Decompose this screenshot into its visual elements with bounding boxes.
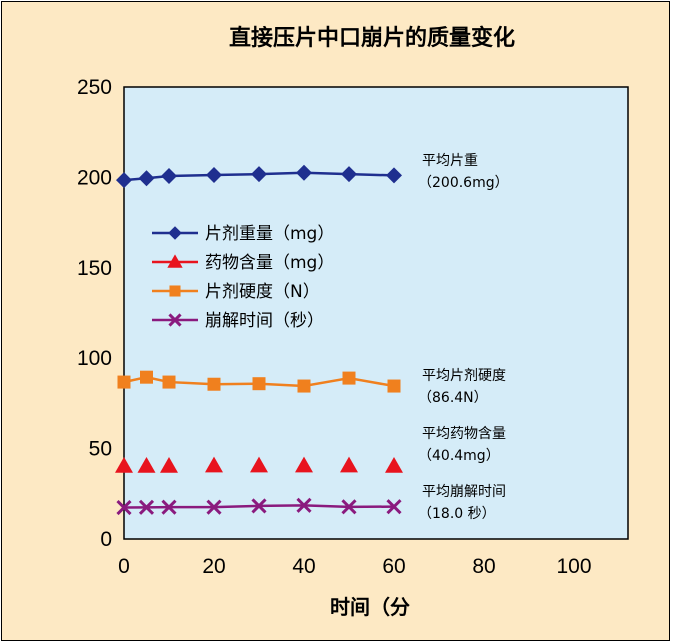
data-point	[137, 456, 156, 473]
y-tick-label: 100	[77, 347, 112, 370]
y-tick-label: 250	[77, 76, 112, 99]
x-tick-label: 100	[556, 555, 591, 578]
x-axis-ticks: 0 20 40 60 80 100	[118, 555, 591, 578]
data-point	[168, 313, 182, 327]
data-point	[162, 375, 176, 389]
legend-label: 片剂硬度（N）	[205, 282, 320, 302]
legend-item: 药物含量（mg）	[152, 253, 334, 273]
data-point	[252, 377, 266, 391]
data-point	[251, 498, 267, 514]
legend-label: 药物含量（mg）	[205, 253, 334, 273]
data-point	[138, 170, 155, 187]
x-tick-label: 40	[292, 555, 315, 578]
y-axis-ticks: 0 50 100 150 200 250	[77, 76, 112, 551]
data-point	[207, 377, 221, 391]
annotation-line: 平均崩解时间	[422, 484, 506, 500]
data-point	[168, 226, 182, 240]
data-point	[342, 371, 356, 385]
legend-item: 片剂硬度（N）	[152, 282, 320, 302]
data-point	[295, 456, 313, 473]
plot-area	[123, 86, 629, 540]
data-point	[205, 456, 223, 473]
y-tick-label: 150	[77, 257, 112, 280]
legend-label: 片剂重量（mg）	[205, 224, 334, 244]
legend: 片剂重量（mg） 药物含量（mg） 片剂硬度（N） 崩解时间（秒）	[152, 224, 334, 331]
annotation: 平均药物含量 （40.4mg）	[418, 426, 506, 464]
annotation-line: （18.0 秒）	[418, 506, 496, 522]
data-point	[116, 499, 132, 516]
annotation-line: （200.6mg）	[418, 175, 509, 191]
data-point	[296, 164, 312, 181]
series-3	[116, 497, 402, 516]
annotation-line: 平均片剂硬度	[422, 368, 506, 384]
data-point	[340, 456, 358, 473]
data-point	[117, 375, 131, 389]
data-point	[160, 456, 178, 473]
x-tick-label: 60	[382, 555, 405, 578]
data-point	[296, 497, 312, 513]
data-point	[116, 172, 132, 189]
data-point	[341, 499, 357, 515]
data-point	[169, 285, 181, 297]
annotation: 平均片重 （200.6mg）	[418, 153, 509, 191]
data-point	[206, 499, 222, 515]
annotation-line: 平均药物含量	[422, 426, 506, 442]
data-point	[387, 379, 401, 393]
annotation-line: （40.4mg）	[418, 448, 500, 464]
data-point	[140, 370, 153, 384]
annotation: 平均崩解时间 （18.0 秒）	[418, 484, 506, 522]
data-point	[161, 167, 177, 184]
annotation: 平均片剂硬度 （86.4N）	[418, 368, 506, 406]
x-axis-label: 时间（分	[330, 595, 410, 619]
data-point	[115, 456, 133, 473]
series-2	[117, 370, 401, 393]
legend-label: 崩解时间（秒）	[205, 311, 324, 331]
chart-title: 直接压片中口崩片的质量变化	[229, 25, 515, 51]
data-point	[297, 379, 311, 393]
series-line	[123, 504, 395, 509]
legend-item: 崩解时间（秒）	[152, 311, 324, 331]
data-point	[251, 166, 267, 183]
y-tick-label: 200	[77, 166, 112, 189]
annotations: 平均片重 （200.6mg） 平均片剂硬度 （86.4N） 平均药物含量 （40.4mg）…	[418, 153, 509, 522]
data-point	[341, 166, 357, 183]
y-tick-label: 50	[89, 438, 112, 461]
series-layer	[115, 164, 403, 516]
data-point	[386, 167, 402, 184]
series-0	[116, 164, 402, 189]
data-point	[161, 499, 177, 515]
x-tick-label: 20	[202, 555, 225, 578]
data-point	[386, 499, 402, 515]
x-tick-label: 80	[472, 555, 495, 578]
data-point	[138, 499, 155, 515]
data-point	[167, 254, 183, 268]
data-point	[206, 167, 222, 184]
y-tick-label: 0	[100, 528, 112, 551]
data-point	[385, 456, 403, 473]
series-1	[115, 456, 403, 473]
x-tick-label: 0	[118, 555, 130, 578]
annotation-line: （86.4N）	[418, 390, 488, 406]
annotation-line: 平均片重	[422, 153, 478, 169]
legend-item: 片剂重量（mg）	[152, 224, 334, 244]
data-point	[250, 456, 268, 473]
